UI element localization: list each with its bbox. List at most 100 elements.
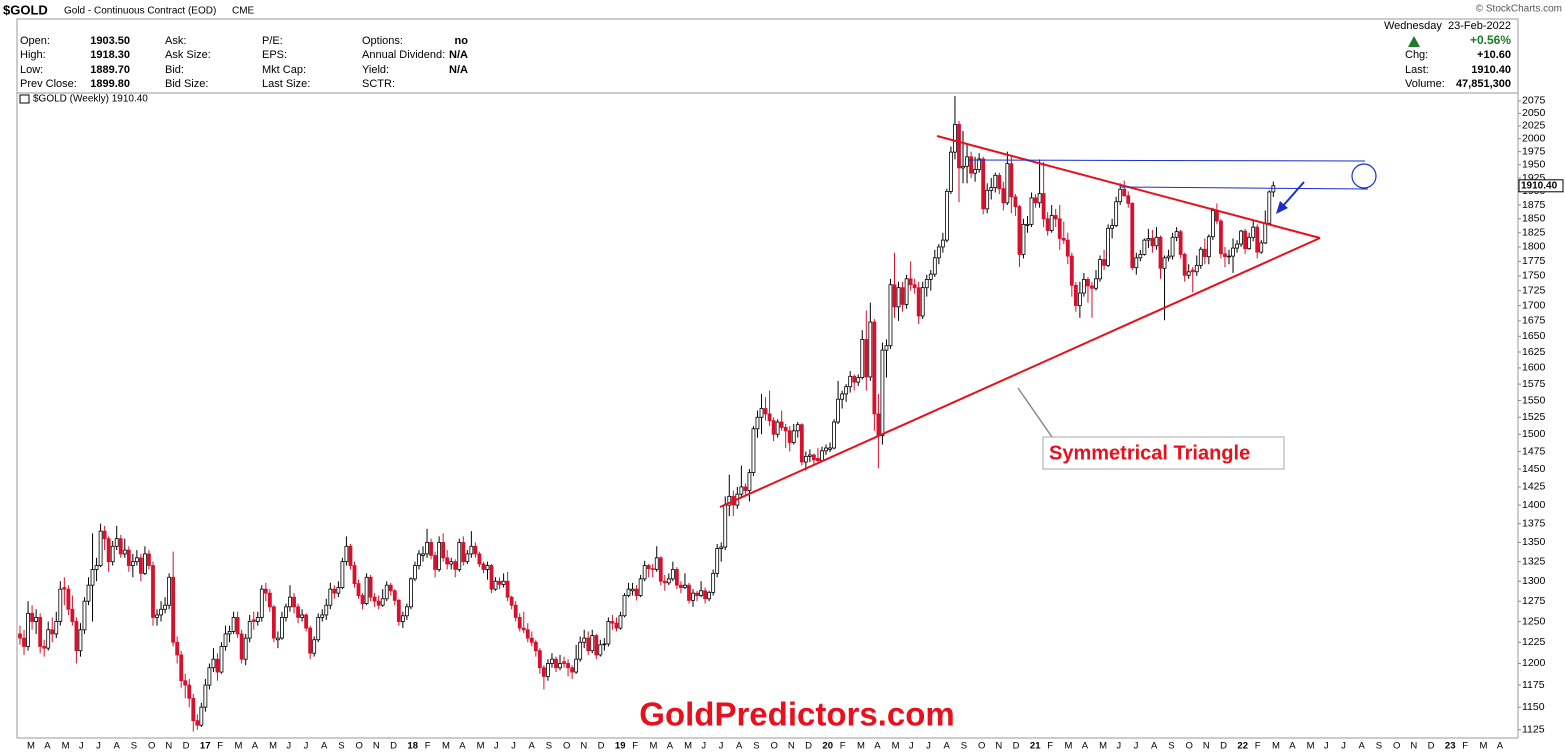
candle-body — [1118, 188, 1123, 203]
candle-body — [1122, 188, 1127, 197]
candle-body — [425, 542, 429, 555]
candle-body — [267, 592, 272, 608]
candle-body — [985, 189, 990, 210]
candle-body — [622, 595, 627, 617]
candle-body — [110, 545, 115, 563]
candle-body — [429, 542, 433, 556]
up-arrow-icon — [1408, 36, 1420, 47]
candle-body — [1138, 253, 1143, 259]
candle-body — [554, 658, 558, 669]
candle-body — [263, 588, 268, 594]
header-box — [16, 18, 1519, 94]
x-tick-label: A — [321, 741, 328, 752]
candle-body — [900, 287, 905, 305]
candle-body — [219, 646, 224, 673]
candle-body — [791, 430, 796, 443]
candle-body — [235, 617, 240, 635]
quote-value: +10.60 — [1477, 49, 1511, 61]
candle-body — [231, 617, 236, 632]
y-axis: 1125 1150 1175 1200 1225 1250 1275 1300 1325 1350… — [27, 95, 1546, 752]
candle-body — [969, 156, 973, 174]
candle-body — [779, 421, 784, 428]
y-tick-label: 1775 — [1522, 255, 1546, 267]
candle-body — [1263, 222, 1268, 244]
candle-body — [1219, 220, 1223, 255]
x-tick-label: A — [1358, 741, 1365, 752]
candle-body — [896, 287, 901, 308]
candle-body — [384, 584, 389, 600]
candle-body — [759, 408, 764, 418]
candle-body — [175, 641, 180, 656]
candle-body — [288, 596, 292, 608]
x-tick-label: M — [1099, 741, 1107, 752]
x-tick-label: F — [1255, 741, 1261, 752]
x-tick-label: J — [304, 741, 309, 752]
candle-body — [1154, 236, 1159, 247]
x-tick-label: S — [338, 741, 344, 752]
x-tick-label: A — [943, 741, 950, 752]
candle-body — [1069, 255, 1074, 286]
chart-title: $GOLD (Weekly) 1910.40 — [33, 94, 148, 105]
quote-value: 47,851,300 — [1456, 78, 1511, 90]
x-tick-label: A — [528, 741, 535, 752]
x-tick-label: D — [390, 741, 397, 752]
x-tick-label: M — [1480, 741, 1488, 752]
candle-body — [296, 606, 300, 618]
candle-body — [691, 592, 695, 601]
x-tick-label: N — [1410, 741, 1417, 752]
candle-body — [537, 650, 542, 669]
field-label: P/E: — [262, 35, 283, 47]
candle-body — [816, 458, 820, 461]
candle-body — [86, 584, 91, 602]
candle-body — [1198, 248, 1203, 266]
candle-body — [767, 413, 772, 422]
candle-body — [203, 684, 208, 708]
candle-body — [727, 495, 732, 506]
x-tick-label: 18 — [407, 741, 418, 752]
candle-body — [824, 447, 828, 452]
quote-label: Volume: — [1405, 78, 1445, 90]
candle-body — [74, 621, 79, 652]
candle-body — [1271, 185, 1276, 193]
candle-body — [493, 580, 498, 590]
candle-body — [66, 588, 71, 610]
x-tick-label: A — [44, 741, 51, 752]
candle-body — [1017, 206, 1022, 255]
x-tick-label: D — [1220, 741, 1227, 752]
candle-body — [840, 393, 845, 400]
x-tick-label: D — [598, 741, 605, 752]
candle-body — [614, 622, 619, 629]
candle-body — [1166, 255, 1171, 259]
candle-body — [1013, 196, 1018, 208]
candle-body — [82, 600, 87, 631]
candle-body — [920, 287, 925, 317]
candle-body — [546, 663, 550, 677]
y-tick-label: 1400 — [1522, 499, 1546, 511]
x-tick-label: N — [580, 741, 587, 752]
candle-body — [719, 546, 724, 549]
candle-body — [332, 588, 337, 594]
candle-body — [517, 617, 522, 629]
candle-body — [143, 553, 147, 574]
y-tick-label: 1275 — [1522, 595, 1546, 607]
y-tick-label: 1425 — [1522, 481, 1546, 493]
candle-body — [223, 633, 228, 647]
blue-arrow — [1281, 181, 1305, 208]
candle-body — [421, 553, 425, 556]
y-tick-label: 1625 — [1522, 346, 1546, 358]
x-tick-label: S — [753, 741, 759, 752]
candle-body — [1106, 227, 1110, 266]
x-tick-label: 17 — [200, 741, 211, 752]
x-tick-label: 21 — [1030, 741, 1041, 752]
x-tick-label: A — [736, 741, 743, 752]
candle-body — [199, 706, 204, 726]
candle-body — [884, 345, 889, 351]
candle-body — [360, 595, 365, 604]
x-tick-label: M — [62, 741, 70, 752]
y-tick-label: 1950 — [1522, 158, 1546, 170]
candle-body — [904, 278, 909, 305]
y-tick-label: 1175 — [1522, 679, 1545, 691]
field-label: High: — [20, 49, 46, 61]
x-tick-label: F — [1047, 741, 1053, 752]
candle-body — [1255, 226, 1260, 253]
